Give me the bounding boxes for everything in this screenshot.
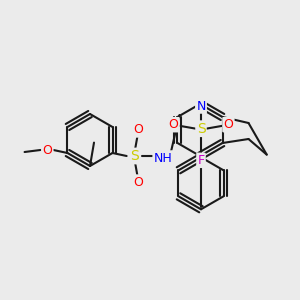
Text: S: S <box>130 149 139 163</box>
Text: N: N <box>196 100 206 112</box>
Text: O: O <box>134 123 144 136</box>
Text: F: F <box>197 154 205 167</box>
Text: S: S <box>196 122 206 136</box>
Text: O: O <box>224 118 233 131</box>
Text: NH: NH <box>154 152 172 164</box>
Text: O: O <box>42 143 52 157</box>
Text: O: O <box>134 176 144 189</box>
Text: O: O <box>169 118 178 131</box>
